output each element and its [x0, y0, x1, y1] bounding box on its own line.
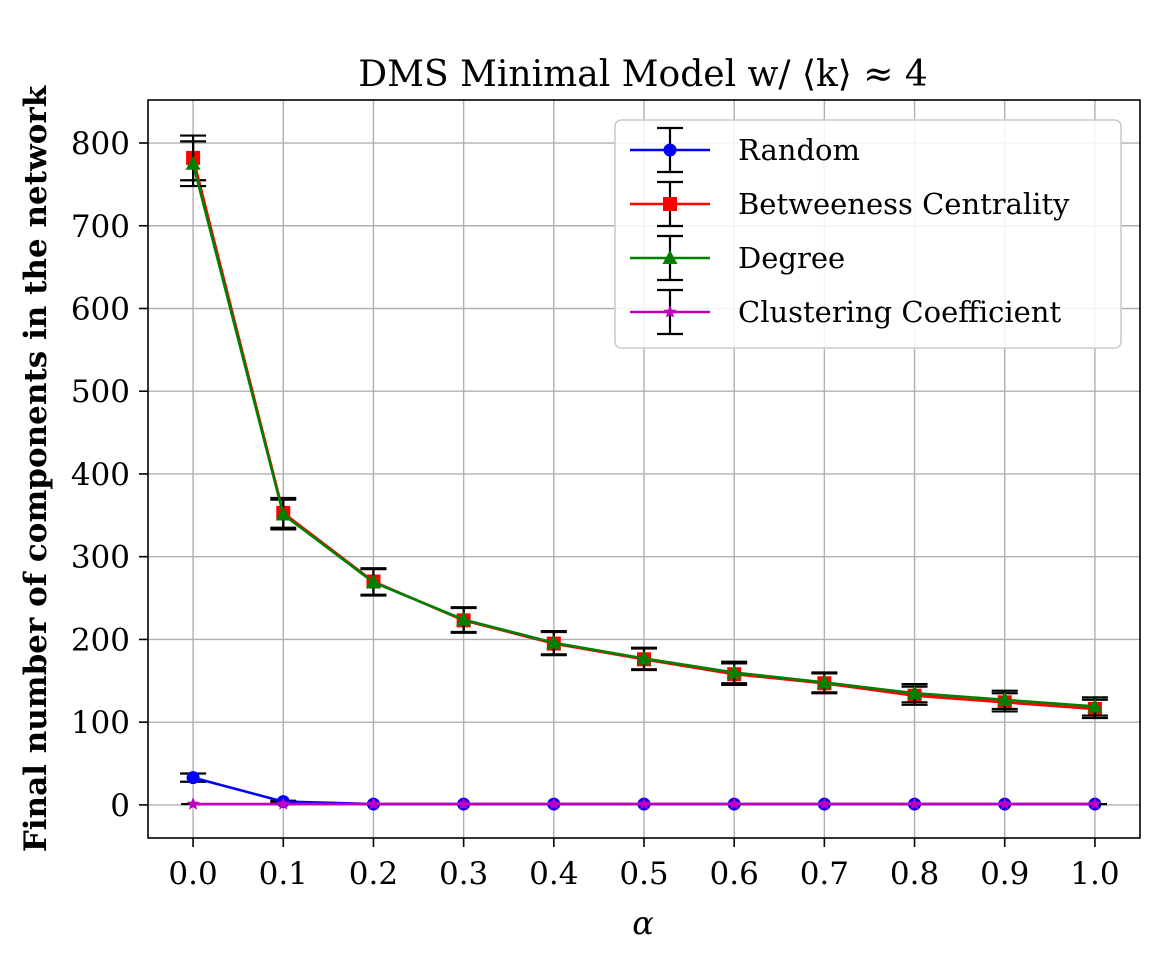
x-tick-label: 0.3 [439, 856, 488, 892]
data-point [276, 797, 290, 810]
data-point [726, 664, 742, 679]
legend-label: Clustering Coefficient [738, 295, 1061, 329]
x-tick-label: 0.4 [529, 856, 578, 892]
y-tick-label: 800 [71, 126, 130, 162]
y-tick-label: 600 [71, 291, 130, 327]
data-point [907, 685, 923, 700]
x-tick-label: 0.2 [349, 856, 398, 892]
data-point [817, 797, 832, 810]
legend-label: Betweeness Centrality [738, 187, 1070, 221]
data-point [727, 797, 741, 810]
y-axis-label: Final number of components in the networ… [18, 84, 54, 852]
x-tick-label: 0.5 [619, 856, 668, 892]
data-point [366, 797, 381, 810]
data-point [636, 650, 652, 665]
data-point [547, 797, 561, 810]
data-point [186, 771, 200, 785]
x-tick-label: 0.6 [710, 856, 759, 892]
y-tick-label: 100 [71, 705, 130, 741]
series-2 [180, 140, 1108, 717]
legend: Random Betweeness Centrality Degree Cluster… [614, 119, 1122, 349]
y-tick-label: 200 [71, 622, 130, 658]
legend-entry: Degree [630, 234, 845, 282]
x-tick-label: 0.7 [800, 856, 849, 892]
x-tick-label: 0.8 [890, 856, 939, 892]
y-tick-label: 400 [71, 457, 130, 493]
data-point [637, 797, 651, 810]
data-point [1088, 797, 1102, 810]
x-tick-label: 0.0 [168, 856, 217, 892]
legend-entry: Random [630, 126, 860, 174]
legend-marker [663, 143, 677, 157]
data-point [1087, 698, 1103, 713]
data-point [907, 797, 922, 810]
x-tick-label: 0.9 [980, 856, 1029, 892]
data-point [997, 691, 1013, 706]
data-point [456, 797, 471, 810]
x-tick-label: 1.0 [1070, 856, 1119, 892]
legend-marker [663, 197, 677, 211]
legend-entry: Clustering Coefficient [630, 288, 1061, 336]
series-layer [180, 134, 1108, 811]
x-tick-label: 0.1 [259, 856, 308, 892]
legend-entry: Betweeness Centrality [630, 180, 1070, 228]
data-point [365, 574, 381, 589]
legend-box [614, 119, 1122, 349]
legend-marker [663, 305, 677, 318]
x-axis-label: α [632, 904, 654, 942]
legend-label: Degree [738, 241, 845, 275]
data-point [998, 797, 1012, 810]
data-point [456, 611, 472, 626]
series-3 [181, 797, 1107, 810]
data-point [546, 634, 562, 649]
chart-title: DMS Minimal Model w/ ⟨k⟩ ≈ 4 [358, 54, 928, 95]
data-point [186, 797, 200, 810]
legend-marker [662, 250, 678, 264]
legend-label: Random [738, 133, 860, 167]
data-point [275, 506, 291, 521]
y-tick-label: 300 [71, 540, 130, 576]
y-tick-label: 0 [110, 788, 130, 824]
axis-ticks: 0.0 0.1 0.2 0.3 0.4 0.5 0.6 0.7 0.8 0.9 1.0 0 100 200… [71, 126, 1120, 892]
data-point [185, 155, 201, 170]
data-point [816, 674, 832, 689]
y-tick-label: 500 [71, 374, 130, 410]
y-tick-label: 700 [71, 209, 130, 245]
